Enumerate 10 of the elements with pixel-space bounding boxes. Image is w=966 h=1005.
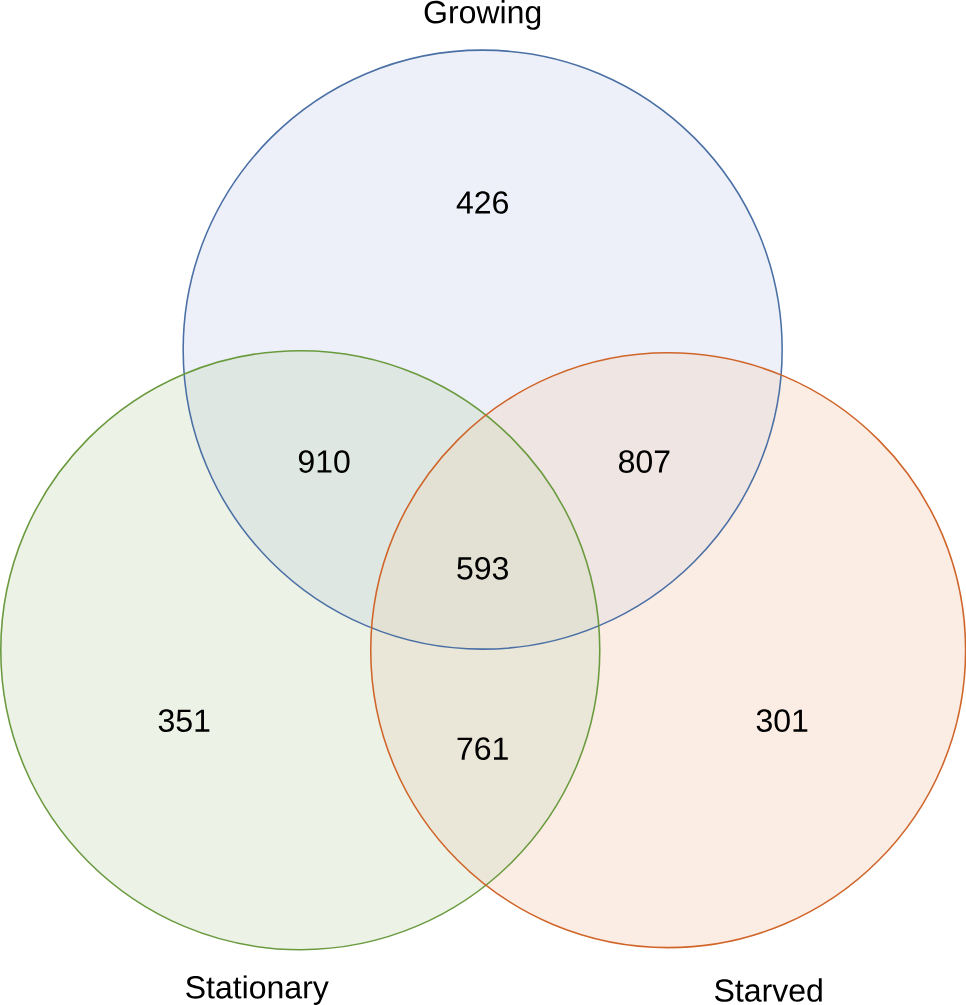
data-label: 910 (298, 450, 350, 473)
text: Growing (424, 0, 541, 30)
data-label: 761 (457, 737, 508, 760)
data-label: 807 (618, 450, 670, 473)
text: Stationary (185, 975, 329, 1005)
data-label: 351 (158, 709, 210, 732)
data-label: 301 (756, 709, 808, 732)
data-label: 426 (456, 191, 508, 214)
data-label: 593 (457, 556, 508, 580)
text: Starved (714, 978, 822, 1002)
